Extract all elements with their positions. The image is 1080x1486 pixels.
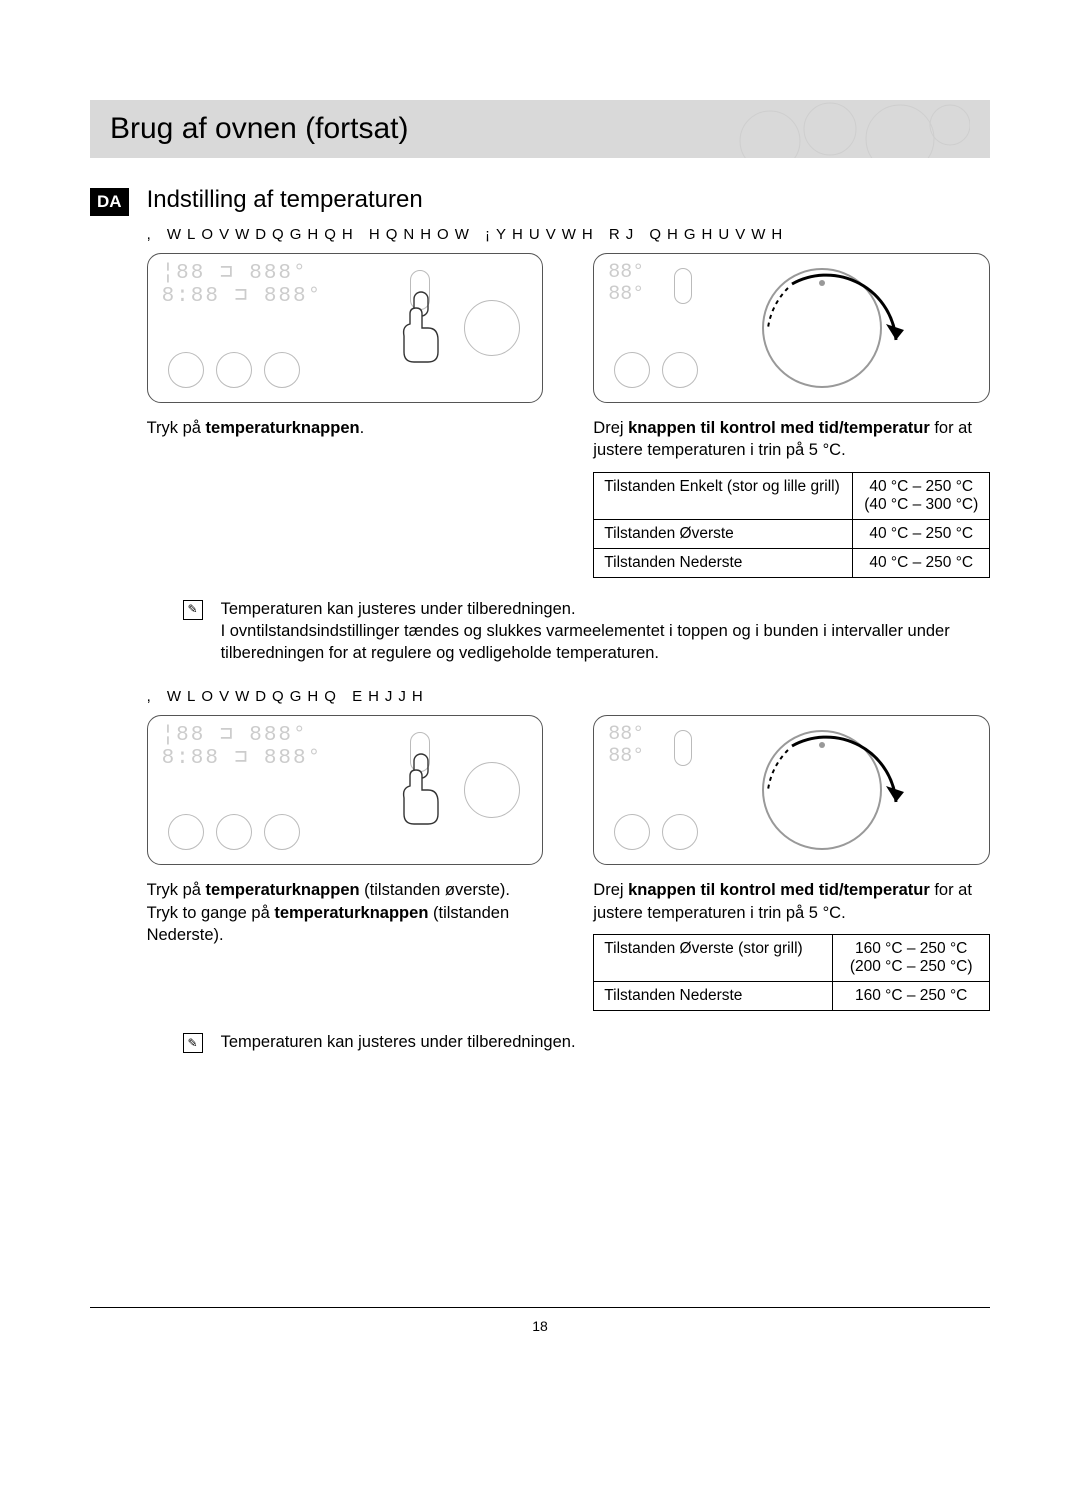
note-1: ✎ Temperaturen kan justeres under tilber… bbox=[183, 598, 990, 665]
control-panel-left-2: ¦88 ⊐ 888°8:88 ⊐ 888° bbox=[147, 715, 544, 865]
subheading-1: , WLOVWDQGHQH HQNHOW ¡YHUVWH RJ QHGHUVWH bbox=[147, 226, 990, 243]
press-hand-icon bbox=[394, 750, 454, 830]
control-panel-right-1: 88°88° bbox=[593, 253, 990, 403]
page-title: Brug af ovnen (fortsat) bbox=[110, 112, 408, 145]
note-marker-icon: ✎ bbox=[183, 1033, 203, 1053]
page-title-bar: Brug af ovnen (fortsat) bbox=[90, 100, 990, 158]
diagram-row-1: ¦88 ⊐ 888°8:88 ⊐ 888° Tryk på temperatur… bbox=[147, 253, 990, 578]
caption-left-1: Tryk på temperaturknappen. bbox=[147, 417, 544, 439]
note-2: ✎ Temperaturen kan justeres under tilber… bbox=[183, 1031, 990, 1053]
temperature-table-1: Tilstanden Enkelt (stor og lille grill)4… bbox=[593, 472, 990, 578]
page-number: 18 bbox=[532, 1318, 548, 1334]
control-panel-right-2: 88°88° bbox=[593, 715, 990, 865]
title-decoration bbox=[710, 100, 970, 158]
language-badge: DA bbox=[90, 188, 129, 216]
rotate-arrow-icon bbox=[732, 722, 912, 862]
control-panel-left-1: ¦88 ⊐ 888°8:88 ⊐ 888° bbox=[147, 253, 544, 403]
press-hand-icon bbox=[394, 288, 454, 368]
note-marker-icon: ✎ bbox=[183, 600, 203, 620]
diagram-row-2: ¦88 ⊐ 888°8:88 ⊐ 888° Tryk på temperatur… bbox=[147, 715, 990, 1011]
table-row: Tilstanden Øverste40 °C – 250 °C bbox=[594, 519, 990, 548]
table-row: Tilstanden Øverste (stor grill)160 °C – … bbox=[594, 934, 990, 981]
table-row: Tilstanden Nederste160 °C – 250 °C bbox=[594, 981, 990, 1010]
subheading-2: , WLOVWDQGHQ EHJJH bbox=[147, 688, 990, 705]
rotate-arrow-icon bbox=[732, 260, 912, 400]
page-footer: 18 bbox=[90, 1307, 990, 1334]
caption-right-2: Drej knappen til kontrol med tid/tempera… bbox=[593, 879, 990, 924]
section-title: Indstilling af temperaturen bbox=[147, 186, 990, 214]
temperature-table-2: Tilstanden Øverste (stor grill)160 °C – … bbox=[593, 934, 990, 1011]
caption-left-2: Tryk på temperaturknappen (tilstanden øv… bbox=[147, 879, 544, 946]
table-row: Tilstanden Nederste40 °C – 250 °C bbox=[594, 548, 990, 577]
table-row: Tilstanden Enkelt (stor og lille grill)4… bbox=[594, 472, 990, 519]
caption-right-1: Drej knappen til kontrol med tid/tempera… bbox=[593, 417, 990, 462]
